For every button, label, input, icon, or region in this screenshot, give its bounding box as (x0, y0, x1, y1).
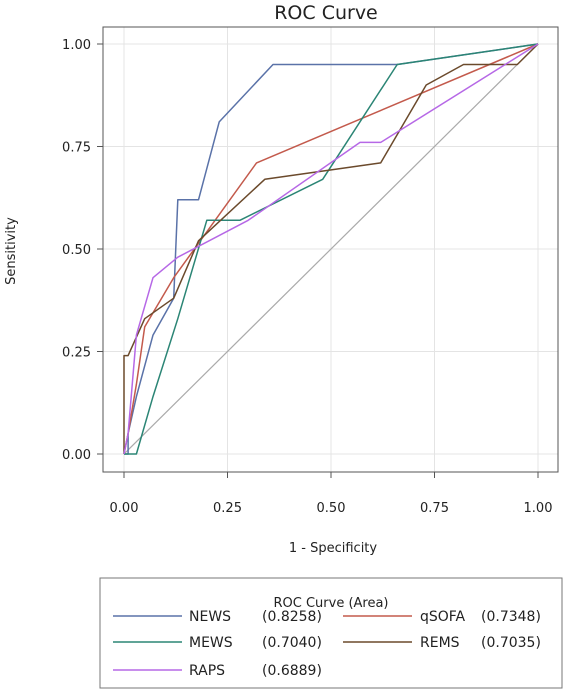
legend-series-name: qSOFA (420, 609, 466, 625)
legend-series-name: NEWS (189, 609, 231, 625)
legend-series-area: (0.7348) (481, 609, 541, 625)
legend-box (99, 577, 563, 689)
x-tick-label: 0.00 (110, 501, 139, 516)
legend-item-mews: MEWS (0.7040) (113, 635, 322, 651)
legend-item-raps: RAPS (0.6889) (113, 663, 322, 679)
grid-lines (103, 27, 558, 472)
x-tick-label: 1.00 (524, 501, 553, 516)
x-tick-label: 0.50 (317, 501, 346, 516)
x-tick-label: 0.25 (213, 501, 242, 516)
y-tick-label: 0.75 (62, 141, 91, 156)
y-tick-label: 0.50 (62, 243, 91, 258)
series-line-rems (123, 43, 539, 454)
legend-series-area: (0.8258) (262, 609, 322, 625)
legend-item-qsofa: qSOFA (0.7348) (343, 609, 541, 625)
legend-title: ROC Curve (Area) (273, 596, 388, 611)
series-lines (123, 43, 539, 455)
legend-series-area: (0.7035) (481, 635, 541, 651)
chart-title: ROC Curve (274, 2, 378, 24)
legend-series-name: RAPS (189, 663, 225, 679)
series-line-mews (124, 43, 539, 455)
legend-item-rems: REMS (0.7035) (343, 635, 541, 651)
legend-series-name: REMS (420, 635, 460, 651)
y-tick-label: 0.00 (62, 448, 91, 463)
legend-series-name: MEWS (189, 635, 233, 651)
reference-diagonal-line (123, 43, 539, 455)
legend: ROC Curve (Area) NEWS (0.8258) qSOFA (0.734… (99, 577, 563, 689)
legend-item-news: NEWS (0.8258) (113, 609, 322, 625)
x-axis-label: 1 - Specificity (289, 541, 378, 556)
axis-ticks: 0.00 0.25 0.50 0.75 1.00 0.00 0.25 0.50 0.75 1.00 (62, 38, 552, 516)
y-axis-label: Sensitivity (4, 217, 19, 285)
legend-series-area: (0.6889) (262, 663, 322, 679)
y-tick-label: 0.25 (62, 346, 91, 361)
legend-items: NEWS (0.8258) qSOFA (0.7348) MEWS (0.7040) REM… (113, 609, 541, 679)
legend-series-area: (0.7040) (262, 635, 322, 651)
x-tick-label: 0.75 (420, 501, 449, 516)
y-tick-label: 1.00 (62, 38, 91, 53)
series-line-raps (123, 43, 539, 455)
